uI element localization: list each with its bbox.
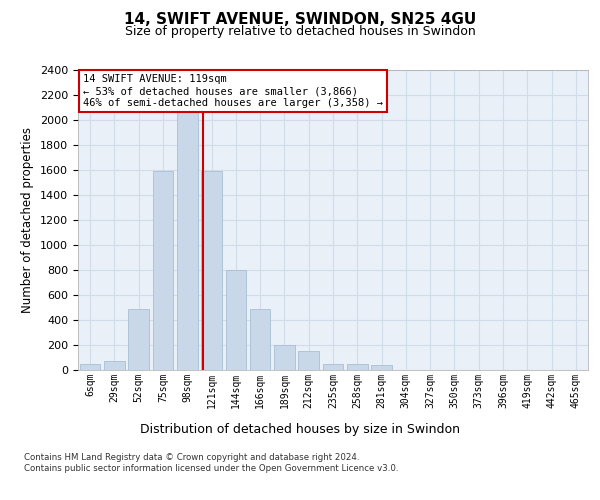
Bar [201,171,222,370]
Bar [104,361,125,370]
Bar [226,270,246,370]
Bar [274,345,295,370]
Text: Distribution of detached houses by size in Swindon: Distribution of detached houses by size … [140,422,460,436]
Text: 14, SWIFT AVENUE, SWINDON, SN25 4GU: 14, SWIFT AVENUE, SWINDON, SN25 4GU [124,12,476,28]
Bar [152,171,173,370]
Bar [177,101,197,370]
Text: Contains public sector information licensed under the Open Government Licence v3: Contains public sector information licen… [24,464,398,473]
Bar [128,308,149,370]
Bar [371,365,392,370]
Bar [298,351,319,370]
Bar [80,364,100,370]
Bar [250,308,271,370]
Text: 14 SWIFT AVENUE: 119sqm
← 53% of detached houses are smaller (3,866)
46% of semi: 14 SWIFT AVENUE: 119sqm ← 53% of detache… [83,74,383,108]
Bar [323,364,343,370]
Y-axis label: Number of detached properties: Number of detached properties [22,127,34,313]
Text: Size of property relative to detached houses in Swindon: Size of property relative to detached ho… [125,25,475,38]
Bar [347,364,368,370]
Text: Contains HM Land Registry data © Crown copyright and database right 2024.: Contains HM Land Registry data © Crown c… [24,452,359,462]
